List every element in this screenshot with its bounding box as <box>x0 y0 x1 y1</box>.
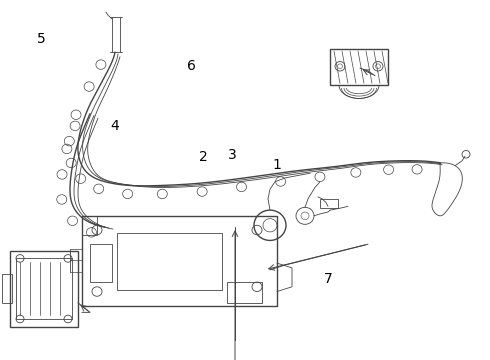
Text: 7: 7 <box>324 273 333 287</box>
Bar <box>330 49 388 85</box>
Bar <box>2 274 12 303</box>
Bar <box>320 199 338 208</box>
Bar <box>117 233 222 290</box>
Text: 6: 6 <box>187 59 196 73</box>
Bar <box>227 282 262 303</box>
Text: 5: 5 <box>37 32 46 46</box>
Bar <box>16 258 72 319</box>
Bar <box>90 244 112 282</box>
Text: 3: 3 <box>228 148 237 162</box>
Bar <box>10 251 78 327</box>
Text: 1: 1 <box>272 158 281 172</box>
Text: 2: 2 <box>199 150 208 164</box>
Text: 4: 4 <box>111 119 120 133</box>
Bar <box>82 216 277 306</box>
